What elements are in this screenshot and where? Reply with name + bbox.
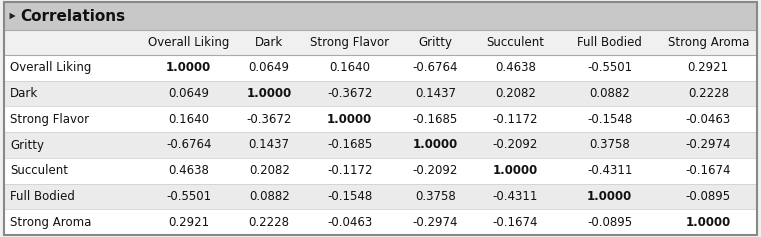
Text: 1.0000: 1.0000 [327,113,372,126]
Text: Dark: Dark [10,87,38,100]
Bar [4,55,757,81]
Bar [4,209,757,235]
Text: Strong Aroma: Strong Aroma [10,216,91,229]
Text: -0.1548: -0.1548 [587,113,632,126]
Bar [4,2,757,30]
Text: Strong Flavor: Strong Flavor [310,36,389,49]
Text: 0.2082: 0.2082 [495,87,536,100]
Text: 0.0882: 0.0882 [589,87,630,100]
Bar [4,184,757,209]
Text: -0.5501: -0.5501 [587,61,632,74]
Text: -0.1685: -0.1685 [412,113,458,126]
Text: -0.1685: -0.1685 [327,138,372,151]
Text: 1.0000: 1.0000 [166,61,212,74]
Text: -0.1172: -0.1172 [492,113,538,126]
Bar [4,81,757,106]
Polygon shape [10,13,15,19]
Text: Succulent: Succulent [486,36,544,49]
Text: 1.0000: 1.0000 [686,216,731,229]
Text: Full Bodied: Full Bodied [10,190,75,203]
Bar [4,158,757,184]
Text: Overall Liking: Overall Liking [148,36,230,49]
Text: -0.6764: -0.6764 [412,61,458,74]
Text: -0.1172: -0.1172 [327,164,372,177]
Text: 0.0882: 0.0882 [249,190,290,203]
Text: -0.5501: -0.5501 [166,190,212,203]
Text: Dark: Dark [255,36,283,49]
Text: Correlations: Correlations [21,9,126,23]
Text: Gritty: Gritty [10,138,44,151]
Text: 1.0000: 1.0000 [587,190,632,203]
Text: -0.1674: -0.1674 [492,216,538,229]
Text: -0.2092: -0.2092 [492,138,538,151]
Text: 0.1640: 0.1640 [329,61,370,74]
Text: 0.1640: 0.1640 [168,113,209,126]
Text: 0.0649: 0.0649 [168,87,209,100]
Text: -0.1548: -0.1548 [327,190,372,203]
Text: -0.6764: -0.6764 [166,138,212,151]
Text: 0.2082: 0.2082 [249,164,290,177]
Text: -0.2974: -0.2974 [412,216,458,229]
Text: -0.2092: -0.2092 [412,164,458,177]
Text: 0.2921: 0.2921 [688,61,729,74]
Bar [4,30,757,55]
Text: Full Bodied: Full Bodied [577,36,642,49]
Text: 0.2228: 0.2228 [688,87,729,100]
Text: 0.3758: 0.3758 [589,138,630,151]
Text: -0.0463: -0.0463 [327,216,372,229]
Text: -0.4311: -0.4311 [492,190,538,203]
Text: 1.0000: 1.0000 [492,164,538,177]
Text: 1.0000: 1.0000 [247,87,291,100]
Text: -0.0895: -0.0895 [686,190,731,203]
Text: 0.4638: 0.4638 [495,61,536,74]
Text: 0.2921: 0.2921 [168,216,209,229]
Text: -0.1674: -0.1674 [686,164,731,177]
Text: 0.2228: 0.2228 [249,216,290,229]
Bar [4,132,757,158]
Text: Overall Liking: Overall Liking [10,61,91,74]
Text: Gritty: Gritty [419,36,452,49]
Text: -0.4311: -0.4311 [587,164,632,177]
Text: -0.0463: -0.0463 [686,113,731,126]
Text: 0.1437: 0.1437 [249,138,290,151]
Text: -0.3672: -0.3672 [327,87,372,100]
Text: Strong Aroma: Strong Aroma [667,36,749,49]
Text: 0.1437: 0.1437 [415,87,456,100]
Text: -0.3672: -0.3672 [247,113,292,126]
Text: -0.2974: -0.2974 [686,138,731,151]
Text: 0.0649: 0.0649 [249,61,290,74]
Text: Succulent: Succulent [10,164,68,177]
Text: -0.0895: -0.0895 [587,216,632,229]
Text: Strong Flavor: Strong Flavor [10,113,89,126]
Text: 0.3758: 0.3758 [415,190,456,203]
Bar [4,106,757,132]
Text: 1.0000: 1.0000 [412,138,458,151]
Text: 0.4638: 0.4638 [168,164,209,177]
